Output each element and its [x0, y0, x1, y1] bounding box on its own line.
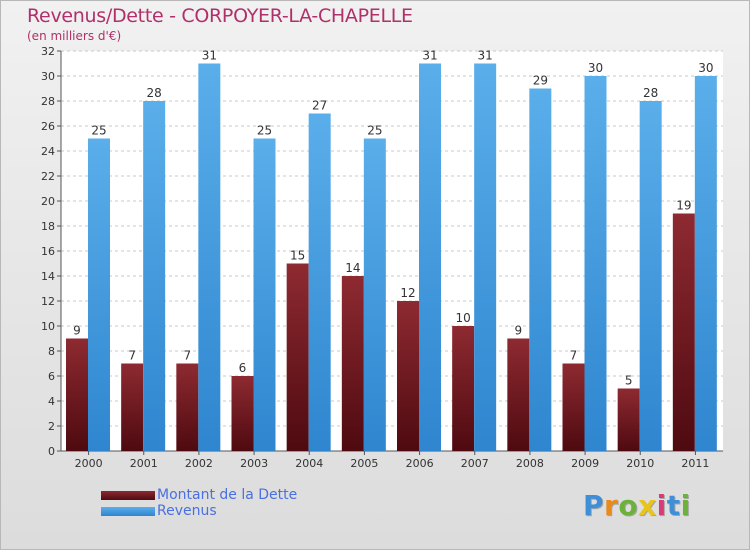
data-label-revenue: 25 — [91, 124, 106, 138]
bar-revenue — [143, 101, 166, 451]
bar-revenue — [308, 113, 331, 451]
legend: Montant de la Dette Revenus — [101, 487, 297, 519]
data-label-revenue: 28 — [643, 86, 658, 100]
data-label-debt: 7 — [570, 349, 578, 363]
data-label-debt: 9 — [73, 324, 81, 338]
legend-swatch-revenue — [101, 506, 155, 516]
legend-item-revenue: Revenus — [101, 503, 297, 519]
logo-letter: o — [618, 489, 639, 522]
bar-revenue — [529, 88, 552, 451]
data-label-revenue: 25 — [367, 124, 382, 138]
data-label-revenue: 27 — [312, 99, 327, 113]
y-tick-label: 28 — [41, 95, 55, 108]
y-tick-label: 14 — [41, 270, 55, 283]
y-tick-label: 2 — [48, 420, 55, 433]
y-tick-label: 26 — [41, 120, 55, 133]
x-tick-label: 2005 — [350, 457, 378, 470]
logo-letter: P — [583, 489, 605, 522]
logo-letter: t — [666, 489, 681, 522]
bar-revenue — [363, 138, 386, 451]
x-tick-label: 2004 — [295, 457, 323, 470]
x-tick-label: 2007 — [461, 457, 489, 470]
x-tick-label: 2003 — [240, 457, 268, 470]
bar-revenue — [694, 76, 717, 451]
bar-revenue — [584, 76, 607, 451]
y-tick-label: 22 — [41, 170, 55, 183]
y-tick-label: 0 — [48, 445, 55, 458]
y-tick-label: 24 — [41, 145, 55, 158]
legend-label-revenue: Revenus — [157, 503, 217, 519]
y-tick-label: 10 — [41, 320, 55, 333]
chart-title: Revenus/Dette - CORPOYER-LA-CHAPELLE — [27, 5, 413, 27]
data-label-debt: 7 — [184, 349, 192, 363]
y-tick-label: 16 — [41, 245, 55, 258]
x-tick-label: 2008 — [516, 457, 544, 470]
legend-item-debt: Montant de la Dette — [101, 487, 297, 503]
bar-revenue — [88, 138, 110, 451]
data-label-revenue: 31 — [422, 49, 437, 63]
bar-revenue — [198, 63, 221, 451]
data-label-revenue: 30 — [698, 61, 713, 75]
bar-debt — [66, 338, 88, 451]
legend-swatch-debt — [101, 490, 155, 500]
y-tick-label: 30 — [41, 70, 55, 83]
y-tick-label: 8 — [48, 345, 55, 358]
data-label-revenue: 31 — [202, 49, 217, 63]
y-tick-label: 6 — [48, 370, 55, 383]
data-label-debt: 9 — [515, 324, 523, 338]
bar-debt — [617, 388, 640, 451]
bar-debt — [121, 363, 144, 451]
y-tick-label: 4 — [48, 395, 55, 408]
data-label-debt: 10 — [456, 311, 471, 325]
data-label-debt: 6 — [239, 361, 247, 375]
y-tick-label: 18 — [41, 220, 55, 233]
y-tick-label: 32 — [41, 45, 55, 58]
bar-debt — [341, 276, 364, 451]
logo-letter: i — [656, 489, 667, 522]
x-tick-label: 2006 — [406, 457, 434, 470]
data-label-revenue: 28 — [147, 86, 162, 100]
bar-debt — [231, 376, 254, 451]
data-label-revenue: 29 — [533, 74, 548, 88]
bar-debt — [286, 263, 309, 451]
data-label-debt: 5 — [625, 374, 633, 388]
y-tick-label: 20 — [41, 195, 55, 208]
bar-debt — [562, 363, 585, 451]
data-label-revenue: 25 — [257, 124, 272, 138]
chart-subtitle: (en milliers d'€) — [27, 29, 122, 43]
bar-revenue — [474, 63, 497, 451]
logo-letter: r — [604, 489, 619, 522]
x-tick-label: 2011 — [681, 457, 709, 470]
x-tick-label: 2009 — [571, 457, 599, 470]
y-tick-label: 12 — [41, 295, 55, 308]
bar-debt — [176, 363, 199, 451]
data-label-debt: 19 — [676, 199, 691, 213]
data-label-debt: 14 — [345, 261, 360, 275]
data-label-debt: 15 — [290, 249, 305, 263]
x-tick-label: 2000 — [75, 457, 103, 470]
logo-letter: i — [680, 489, 691, 522]
x-tick-label: 2002 — [185, 457, 213, 470]
data-label-revenue: 30 — [588, 61, 603, 75]
legend-label-debt: Montant de la Dette — [157, 487, 298, 503]
data-label-debt: 7 — [128, 349, 136, 363]
bar-revenue — [639, 101, 662, 451]
data-label-revenue: 31 — [478, 49, 493, 63]
bar-debt — [672, 213, 695, 451]
data-label-debt: 12 — [400, 286, 415, 300]
bar-debt — [452, 326, 475, 451]
bar-debt — [507, 338, 530, 451]
logo-letter: x — [638, 489, 657, 522]
x-tick-label: 2010 — [626, 457, 654, 470]
bar-debt — [397, 301, 419, 451]
proxiti-logo: Proxiti — [583, 489, 691, 522]
bar-revenue — [419, 63, 441, 451]
bar-revenue — [253, 138, 276, 451]
x-tick-label: 2001 — [130, 457, 158, 470]
